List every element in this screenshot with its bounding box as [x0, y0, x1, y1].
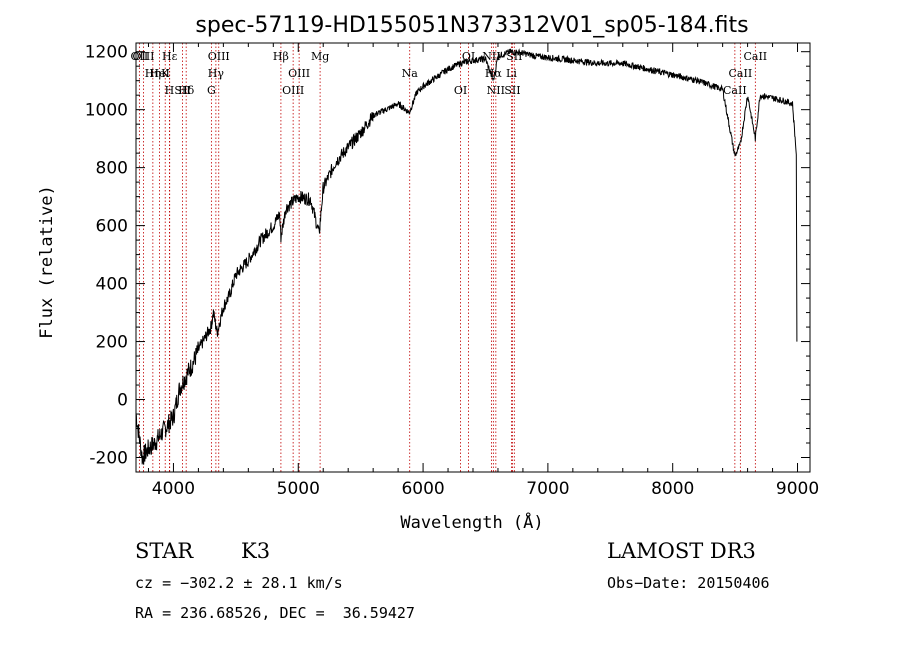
y-tick-label: 800 — [96, 159, 128, 179]
spectral-line-label: CaII — [743, 50, 767, 63]
spectral-line-label: HeI — [149, 67, 169, 80]
x-tick-label: 6000 — [401, 479, 444, 499]
spectral-line-label: Hβ — [273, 50, 289, 63]
x-axis-label: Wavelength (Å) — [400, 511, 543, 533]
spectral-line-label: Hα — [485, 67, 503, 80]
spectral-line-label: SII — [504, 84, 520, 97]
spectral-line-label: OII — [131, 50, 149, 63]
spectral-line-label: SII — [174, 84, 190, 97]
spectral-line-label: Hη — [145, 67, 161, 80]
spectral-line-label: K — [161, 67, 170, 80]
observation-date: Obs−Date: 20150406 — [607, 574, 770, 592]
spectrum-line — [135, 48, 798, 465]
spectral-line-label: Hγ — [208, 67, 225, 80]
coordinates: RA = 236.68526, DEC = 36.59427 — [135, 604, 415, 622]
redshift-cz: cz = −302.2 ± 28.1 km/s — [135, 574, 343, 592]
spectral-line-labels: HεKHδOIIHeISIIOIIIHηHOIIIHγGHβOIIIOIIIMg… — [131, 50, 768, 97]
spectral-line-label: CaII — [729, 67, 753, 80]
spectral-line-label: Na — [402, 67, 419, 80]
y-tick-label: 200 — [96, 333, 128, 353]
spectral-line-label: OIII — [208, 50, 230, 63]
y-axis-ticks: -200 0 200 400 600 800 1000 1200 — [85, 43, 810, 469]
spectral-line-label: H — [165, 84, 175, 97]
x-tick-label: 8000 — [651, 479, 694, 499]
spectral-line-label: OIII — [288, 67, 310, 80]
spectral-line-label: OIII — [132, 50, 154, 63]
y-tick-label: -200 — [89, 449, 128, 469]
spectral-line-label: Li — [506, 67, 517, 80]
plot-frame — [135, 42, 811, 473]
object-subclass: K3 — [241, 539, 271, 563]
spectral-line-label: OI — [454, 84, 467, 97]
spectral-line-label: NII — [487, 84, 505, 97]
x-tick-label: 9000 — [776, 479, 819, 499]
x-tick-label: 5000 — [277, 479, 320, 499]
spectral-line-label: Hε — [162, 50, 178, 63]
spectral-line-label: OIII — [282, 84, 304, 97]
spectrum-series — [135, 48, 798, 465]
spectral-line-label: CaII — [723, 84, 747, 97]
y-tick-label: 600 — [96, 217, 128, 237]
spectral-line-label: NII — [482, 50, 500, 63]
x-tick-label: 4000 — [152, 479, 195, 499]
x-tick-label: 7000 — [526, 479, 569, 499]
object-type: STAR — [135, 539, 194, 563]
y-tick-label: 1000 — [85, 101, 128, 121]
y-tick-label: 0 — [117, 391, 128, 411]
spectral-line-label: Mg — [311, 50, 329, 63]
spectral-line-label: Hδ — [178, 84, 195, 97]
chart-title: spec-57119-HD155051N373312V01_sp05-184.f… — [195, 13, 748, 38]
spectral-line-label: G — [207, 84, 216, 97]
survey-name: LAMOST DR3 — [607, 539, 756, 563]
x-axis-ticks: 4000 5000 6000 7000 8000 9000 — [147, 43, 819, 499]
y-axis-label: Flux (relative) — [37, 185, 57, 339]
y-tick-label: 400 — [96, 275, 128, 295]
y-tick-label: 1200 — [85, 43, 128, 63]
spectral-line-markers — [138, 43, 756, 472]
